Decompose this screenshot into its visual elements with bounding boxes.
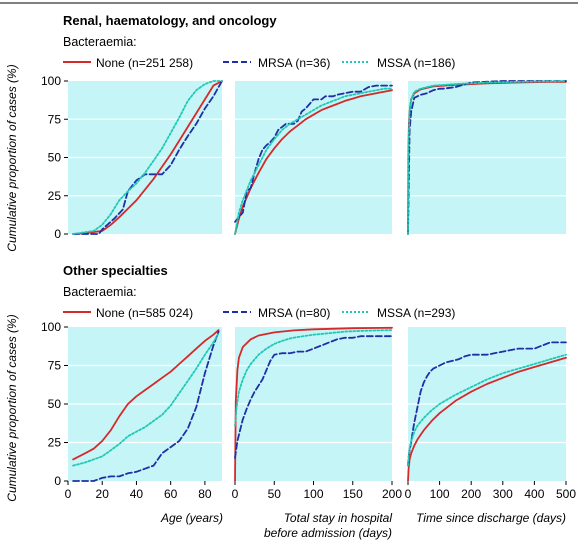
x-tick-label: 80 — [198, 487, 212, 501]
y-tick-label: 100 — [41, 74, 61, 88]
x-tick-label: 40 — [130, 487, 144, 501]
legend-renal: None (n=251 258) MRSA (n=36) MSSA (n=186… — [63, 56, 455, 70]
panel-discharge: 0 100 200 300 400 500 — [405, 327, 576, 501]
x-axis-label-age: Age (years) — [160, 511, 223, 525]
series-line-mssa — [407, 80, 567, 235]
legend-label-mssa: MSSA (n=186) — [377, 56, 455, 70]
x-tick-label: 300 — [493, 487, 513, 501]
section-title-renal: Renal, haematology, and oncology — [63, 13, 277, 28]
series-line-none — [72, 80, 223, 235]
x-axis-label-stay-line2: before admission (days) — [264, 526, 392, 540]
series-line-mrsa — [72, 330, 220, 482]
y-tick-label: 0 — [54, 474, 61, 488]
x-tick-label: 0 — [405, 487, 412, 501]
y-axis-label-other: Cumulative proportion of cases (%) — [5, 314, 19, 501]
y-tick-label: 50 — [48, 397, 62, 411]
series-line-none — [234, 326, 393, 482]
panel-age: 0 25 50 75 100 — [41, 74, 223, 241]
legend-label-none: None (n=251 258) — [96, 56, 193, 70]
series-line-mrsa — [72, 80, 223, 235]
legend-label-mrsa: MRSA (n=36) — [258, 56, 330, 70]
series-line-mssa — [234, 87, 393, 235]
series-line-mssa — [72, 332, 220, 467]
x-tick-label: 100 — [303, 487, 323, 501]
y-tick-label: 100 — [41, 320, 61, 334]
series-line-mssa — [234, 329, 393, 427]
legend-title-renal: Bacteraemia: — [63, 35, 137, 49]
x-tick-label: 200 — [382, 487, 402, 501]
panels: 0 25 50 75 100 0 25 50 75 100 0 20 40 60 80 0 50 100 150 20… — [41, 74, 576, 501]
x-tick-label: 50 — [268, 487, 282, 501]
series-line-none — [72, 329, 220, 461]
legend-other: None (n=585 024) MRSA (n=80) MSSA (n=293… — [63, 306, 455, 320]
y-tick-label: 75 — [48, 112, 62, 126]
y-tick-label: 25 — [48, 436, 62, 450]
series-line-mrsa — [234, 335, 393, 459]
x-tick-label: 20 — [96, 487, 110, 501]
y-tick-label: 50 — [48, 151, 62, 165]
section-title-other: Other specialties — [63, 263, 168, 278]
series-line-none — [234, 89, 393, 235]
y-axis-label-renal: Cumulative proportion of cases (%) — [5, 64, 19, 251]
x-axis-label-stay: Total stay in hospital — [284, 511, 393, 525]
legend-label-mssa: MSSA (n=293) — [377, 306, 455, 320]
panel-discharge — [407, 80, 567, 235]
panel-age: 0 25 50 75 100 0 20 40 60 80 — [41, 320, 222, 501]
x-tick-label: 0 — [232, 487, 239, 501]
x-tick-label: 60 — [164, 487, 178, 501]
x-tick-label: 150 — [343, 487, 363, 501]
series-line-mrsa — [407, 80, 567, 235]
x-tick-label: 0 — [65, 487, 72, 501]
legend-title-other: Bacteraemia: — [63, 285, 137, 299]
series-line-mssa — [72, 80, 223, 235]
y-tick-label: 25 — [48, 189, 62, 203]
legend-label-none: None (n=585 024) — [96, 306, 193, 320]
y-tick-label: 75 — [48, 359, 62, 373]
x-axis-label-discharge: Time since discharge (days) — [416, 511, 566, 525]
x-tick-label: 100 — [430, 487, 450, 501]
x-tick-label: 500 — [556, 487, 576, 501]
x-tick-label: 400 — [524, 487, 544, 501]
series-line-mssa — [407, 353, 567, 467]
series-line-mrsa — [407, 341, 567, 467]
series-line-none — [407, 356, 567, 482]
series-line-mrsa — [234, 84, 393, 223]
legend-label-mrsa: MRSA (n=80) — [258, 306, 330, 320]
panel-stay: 0 50 100 150 200 — [232, 326, 402, 501]
panel-stay — [234, 81, 393, 235]
x-tick-label: 200 — [461, 487, 481, 501]
y-tick-label: 0 — [54, 227, 61, 241]
